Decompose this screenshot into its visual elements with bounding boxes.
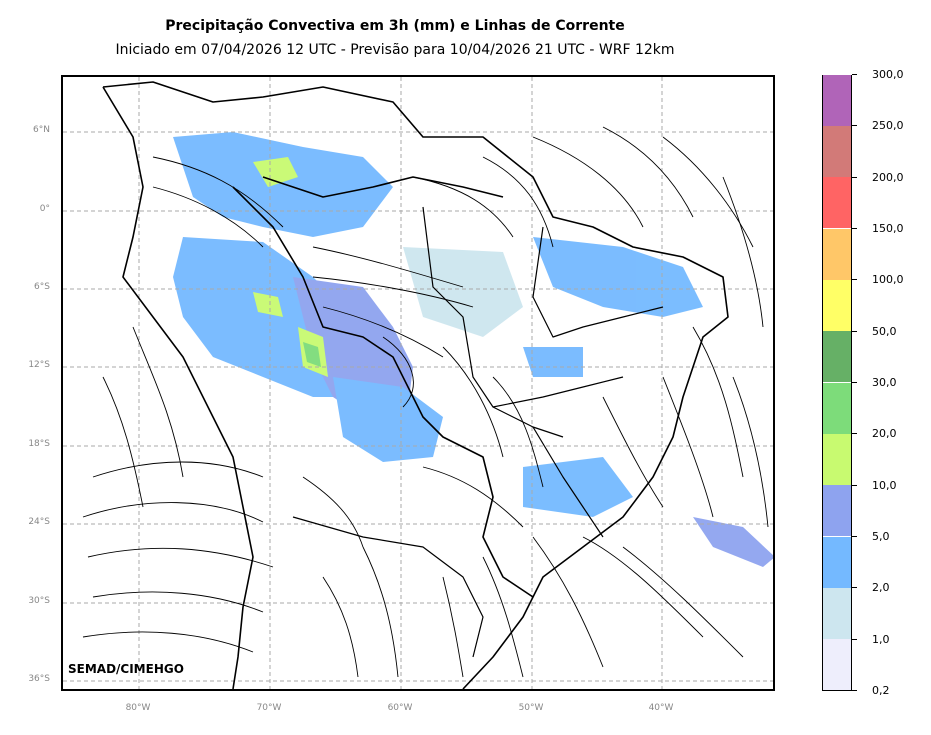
precip-area-east [523,347,583,377]
lon-label-50w: 50°W [518,703,544,713]
brazil-border-north [262,176,504,198]
precip-area-south-amazon [333,377,443,462]
lon-label-60w: 60°W [387,703,413,713]
lat-label-30s: 30°S [28,596,50,606]
colorbar-segment [823,125,851,178]
colorbar-tick [852,176,857,178]
colorbar-label: 5,0 [872,530,890,543]
precip-core-4 [303,342,321,367]
colorbar-tick [852,587,857,589]
lat-label-12s: 12°S [28,360,50,370]
colorbar-label: 30,0 [872,376,897,389]
colorbar-segment [823,587,851,640]
colorbar-label: 200,0 [872,170,904,184]
colorbar-label: 10,0 [872,478,897,492]
brazil-border-west [232,186,534,598]
graticule [63,77,773,689]
colorbar-tick [852,484,857,486]
colorbar-segment [823,279,851,332]
colorbar-segment [823,331,851,383]
lat-label-24s: 24°S [28,517,50,527]
precip-core-1 [253,157,298,187]
precip-area-southeast [523,457,633,517]
precip-core-2 [253,292,283,317]
state-lines-4 [532,426,604,538]
precipitation-field [173,132,773,567]
colorbar-label: 20,0 [872,427,897,441]
map-panel [61,75,775,691]
colorbar-label: 250,0 [872,119,904,133]
colorbar-tick [852,330,857,332]
colorbar-tick [852,125,857,127]
colorbar-label: 50,0 [872,324,897,338]
colorbar [822,74,852,691]
south-america-outline [102,81,729,689]
lon-label-70w: 70°W [256,703,282,713]
colorbar-segment [823,382,851,434]
colorbar-tick [852,74,857,75]
lat-label-0: 0° [39,204,50,214]
map-subtitle: Iniciado em 07/04/2026 12 UTC - Previsão… [115,42,675,58]
colorbar-segment [823,536,851,588]
lon-label-40w: 40°W [648,703,674,713]
map-title: Precipitação Convectiva em 3h (mm) e Lin… [165,18,625,34]
colorbar-label: 300,0 [872,68,904,81]
lat-label-36s: 36°S [28,674,50,684]
colorbar-tick [852,228,857,229]
argentina-outline [292,516,484,658]
borders [102,81,729,689]
colorbar-label: 0,2 [872,684,890,697]
colorbar-label: 100,0 [872,273,904,287]
colorbar-segment [823,485,851,537]
streamlines [82,126,769,678]
colorbar-tick [852,433,857,435]
map-canvas [63,77,773,689]
colorbar-tick [852,279,857,281]
colorbar-tick [852,690,857,691]
state-lines-3 [492,376,624,408]
colorbar-segment [823,74,851,126]
colorbar-tick [852,638,857,640]
colorbar-tick [852,382,857,383]
precip-area-mid [403,247,523,337]
state-lines-2 [532,226,664,338]
lat-label-6s: 6°S [34,282,50,292]
lat-label-6n: 6°N [33,125,50,135]
colorbar-segment [823,177,851,229]
precip-area-central [293,277,413,417]
colorbar-segment [823,639,851,691]
precip-area-atlantic [693,517,773,567]
colorbar-segment [823,228,851,280]
precip-area-northeast [533,237,703,317]
credit-label: SEMAD/CIMEHGO [68,662,184,676]
colorbar-tick [852,536,857,537]
lon-label-80w: 80°W [125,703,151,713]
lat-label-18s: 18°S [28,439,50,449]
colorbar-label: 1,0 [872,632,890,646]
colorbar-label: 2,0 [872,581,890,595]
colorbar-label: 150,0 [872,222,904,235]
colorbar-segment [823,433,851,486]
